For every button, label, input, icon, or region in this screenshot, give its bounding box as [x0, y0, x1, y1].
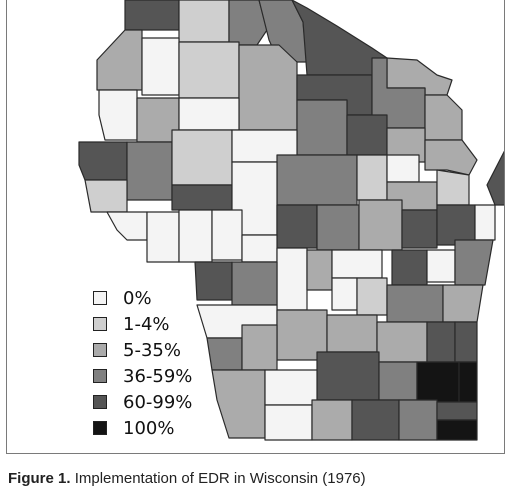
county [146, 211, 180, 263]
figure-frame: 0% 1-4% 5-35% 36-59% 60-99% 100% [6, 0, 505, 454]
legend-swatch [93, 395, 107, 409]
county [436, 419, 478, 441]
county [331, 277, 358, 311]
legend-label: 36-59% [123, 365, 193, 387]
wisconsin-county-map [78, 0, 504, 441]
county [124, 0, 180, 31]
county [426, 321, 456, 363]
county [276, 154, 358, 206]
legend-item-4: 60-99% [89, 391, 193, 413]
county [241, 234, 278, 263]
county [264, 369, 318, 406]
county [178, 41, 240, 99]
county [238, 44, 298, 131]
county [276, 204, 318, 249]
legend-item-0: 0% [89, 287, 152, 309]
legend: 0% 1-4% 5-35% 36-59% 60-99% 100% [89, 288, 259, 440]
county [96, 29, 143, 91]
county-group [78, 0, 504, 441]
county [331, 249, 383, 279]
legend-label: 60-99% [123, 391, 193, 413]
legend-label: 1-4% [123, 313, 170, 335]
county [84, 179, 128, 213]
county [436, 204, 476, 246]
legend-swatch [93, 421, 107, 435]
legend-swatch [93, 317, 107, 331]
county [486, 150, 504, 206]
county [426, 249, 456, 283]
legend-label: 100% [123, 417, 175, 439]
legend-item-3: 36-59% [89, 365, 193, 387]
county [126, 141, 173, 201]
legend-item-2: 5-35% [89, 339, 181, 361]
county [386, 154, 420, 183]
county [171, 129, 233, 186]
county [401, 209, 438, 249]
county [398, 399, 438, 441]
county [141, 37, 180, 96]
county [442, 284, 484, 323]
figure-caption: Figure 1. Implementation of EDR in Wisco… [8, 470, 366, 487]
county [106, 211, 148, 241]
county [296, 99, 348, 156]
legend-swatch [93, 291, 107, 305]
county [424, 94, 463, 141]
county [276, 247, 308, 311]
legend-swatch [93, 343, 107, 357]
county [424, 139, 478, 176]
county [391, 249, 428, 286]
county [311, 399, 353, 441]
legend-item-1: 1-4% [89, 313, 170, 335]
county [78, 141, 128, 181]
county [178, 0, 230, 43]
county [436, 401, 478, 421]
county [358, 199, 403, 251]
county [376, 321, 428, 363]
county [228, 0, 268, 46]
legend-label: 0% [123, 287, 152, 309]
county [306, 249, 333, 291]
county [211, 369, 266, 439]
legend-swatch [93, 369, 107, 383]
county [458, 361, 478, 403]
county [436, 169, 470, 206]
county [178, 209, 213, 263]
caption-label: Figure 1. [8, 470, 71, 487]
county [454, 239, 494, 286]
county [264, 404, 313, 441]
county [454, 321, 478, 363]
caption-text: Implementation of EDR in Wisconsin (1976… [74, 470, 366, 487]
county [474, 204, 496, 241]
county [171, 184, 233, 211]
county [98, 89, 138, 141]
county [356, 277, 388, 316]
county [356, 154, 388, 201]
county [326, 314, 378, 353]
county [346, 114, 388, 156]
county [316, 204, 360, 251]
legend-item-5: 100% [89, 417, 175, 439]
county [351, 399, 400, 441]
county [378, 361, 418, 401]
county [178, 97, 240, 131]
county [416, 361, 460, 403]
legend-label: 5-35% [123, 339, 181, 361]
county [316, 351, 380, 401]
county [211, 209, 243, 261]
county [386, 284, 444, 323]
